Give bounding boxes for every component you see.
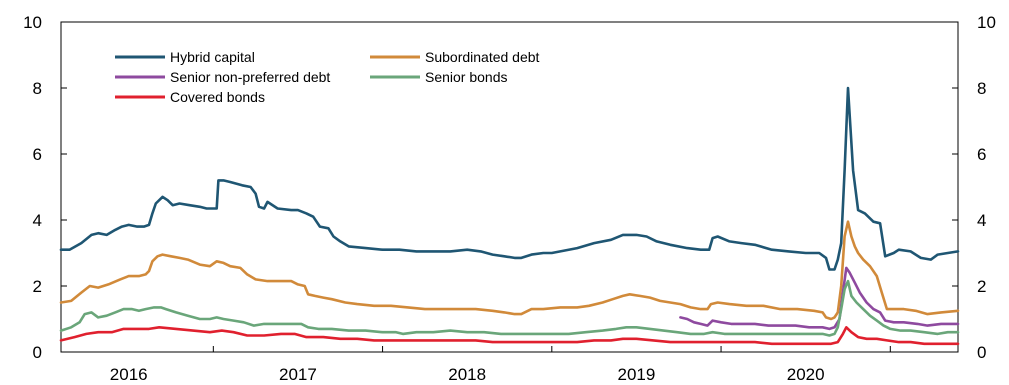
x-tick-label: 2017 xyxy=(279,365,317,384)
y-tick-label-right: 6 xyxy=(977,145,986,164)
x-tick-label: 2020 xyxy=(787,365,825,384)
series-line-senior-non-preferred-debt xyxy=(679,266,960,331)
y-axis-ticks: 0 0 2 2 4 4 6 6 8 8 10 10 xyxy=(23,13,996,362)
series-line-subordinated-debt xyxy=(59,220,960,321)
legend-label: Senior non-preferred debt xyxy=(170,69,330,85)
x-tick-label: 2016 xyxy=(110,365,148,384)
legend-label: Senior bonds xyxy=(425,69,508,85)
y-tick-label-left: 8 xyxy=(33,79,42,98)
series-line-hybrid-capital xyxy=(59,86,960,271)
series-line-covered-bonds xyxy=(59,326,960,346)
plot-frame xyxy=(60,21,959,353)
y-tick-label-left: 6 xyxy=(33,145,42,164)
legend: Hybrid capital Subordinated debt Senior no… xyxy=(115,49,540,105)
x-tick-label: 2018 xyxy=(448,365,486,384)
x-axis-ticks: 2016 2017 2018 2019 2020 xyxy=(110,346,891,384)
x-tick-label: 2019 xyxy=(618,365,656,384)
y-tick-label-right: 0 xyxy=(977,343,986,362)
y-tick-label-left: 0 xyxy=(33,343,42,362)
legend-label: Covered bonds xyxy=(170,89,265,105)
y-tick-label-right: 2 xyxy=(977,277,986,296)
legend-label: Subordinated debt xyxy=(425,49,540,65)
legend-label: Hybrid capital xyxy=(170,49,255,65)
y-tick-label-left: 4 xyxy=(33,211,42,230)
y-tick-label-left: 2 xyxy=(33,277,42,296)
y-tick-label-right: 8 xyxy=(977,79,986,98)
y-tick-label-left: 10 xyxy=(23,13,42,32)
series-lines xyxy=(59,86,960,346)
y-tick-label-right: 10 xyxy=(977,13,996,32)
series-line-senior-bonds xyxy=(59,279,960,337)
y-tick-label-right: 4 xyxy=(977,211,986,230)
